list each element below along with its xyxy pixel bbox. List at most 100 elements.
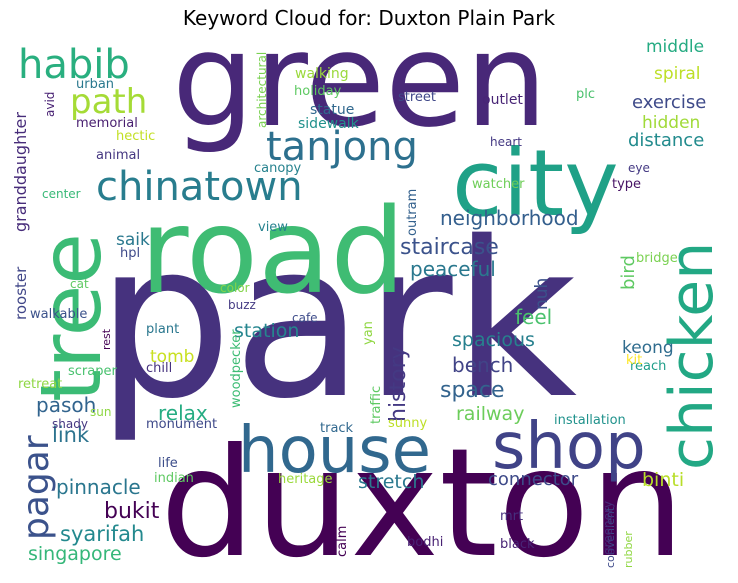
keyword-duxton: duxton xyxy=(160,417,685,575)
keyword-spacious: spacious xyxy=(452,329,535,351)
keyword-bodhi: bodhi xyxy=(407,535,443,550)
keyword-connector: connector xyxy=(488,469,579,490)
keyword-yan: yan xyxy=(361,321,376,345)
keyword-bukit: bukit xyxy=(104,499,160,524)
keyword-urban: urban xyxy=(76,77,114,92)
keyword-life: life xyxy=(158,456,178,471)
keyword-heritage: heritage xyxy=(278,472,333,487)
keyword-keong: keong xyxy=(622,338,674,358)
keyword-bird: bird xyxy=(618,255,639,290)
keyword-space: space xyxy=(440,378,505,403)
keyword-neighborhood: neighborhood xyxy=(440,206,579,230)
keyword-outlet: outlet xyxy=(482,92,523,108)
keyword-exercise: exercise xyxy=(632,92,706,113)
keyword-path: path xyxy=(70,82,147,122)
keyword-syarifah: syarifah xyxy=(60,522,144,546)
keyword-scraper: scraper xyxy=(68,364,117,379)
keyword-traffic: traffic xyxy=(369,386,384,424)
keyword-park: park xyxy=(96,195,577,446)
keyword-distance: distance xyxy=(628,130,704,151)
keyword-architectural: architectural xyxy=(255,52,269,128)
keyword-shop: shop xyxy=(492,410,646,484)
keyword-eye: eye xyxy=(628,161,650,175)
keyword-stretch: stretch xyxy=(358,471,424,493)
keyword-watcher: watcher xyxy=(472,177,525,192)
keyword-woodpecker: woodpecker xyxy=(229,329,244,408)
keyword-feel: feel xyxy=(515,305,552,329)
keyword-kit: kit xyxy=(626,353,642,368)
keyword-pasoh: pasoh xyxy=(36,393,96,417)
keyword-link: link xyxy=(52,423,90,447)
keyword-peaceful: peaceful xyxy=(410,257,496,281)
keyword-plc: plc xyxy=(576,87,595,102)
keyword-plant: plant xyxy=(146,322,179,337)
keyword-installation: installation xyxy=(554,413,626,428)
keyword-bridge: bridge xyxy=(636,251,678,266)
word-cloud: park duxton green road city tree house shop chic… xyxy=(10,35,730,575)
keyword-saik: saik xyxy=(116,230,150,250)
keyword-memorial: memorial xyxy=(76,116,138,131)
keyword-nuh: nuh xyxy=(532,278,552,310)
keyword-outram: outram xyxy=(405,189,420,236)
keyword-granddaughter: granddaughter xyxy=(11,112,30,232)
keyword-monument: monument xyxy=(146,417,217,432)
keyword-cafe: cafe xyxy=(292,311,318,325)
keyword-rubber: rubber xyxy=(622,531,635,568)
keyword-singapore: singapore xyxy=(28,543,122,565)
keyword-tomb: tomb xyxy=(150,347,194,367)
keyword-view: view xyxy=(258,220,288,235)
keyword-holiday: holiday xyxy=(294,84,342,99)
keyword-buzz: buzz xyxy=(228,298,256,312)
keyword-sunny: sunny xyxy=(388,416,427,431)
keyword-tanjong: tanjong xyxy=(266,124,418,170)
keyword-heart: heart xyxy=(490,135,522,149)
keyword-street: street xyxy=(398,90,436,105)
keyword-staircase: staircase xyxy=(400,235,499,260)
keyword-pinnacle: pinnacle xyxy=(56,475,141,499)
keyword-chill: chill xyxy=(146,361,172,376)
keyword-cat: cat xyxy=(70,277,89,291)
keyword-shady: shady xyxy=(52,417,88,431)
keyword-black: black xyxy=(500,537,535,552)
keyword-indian: indian xyxy=(154,471,194,486)
keyword-city: city xyxy=(452,130,619,237)
keyword-pagar: pagar xyxy=(16,435,57,540)
keyword-bench: bench xyxy=(452,353,513,377)
keyword-house: house xyxy=(238,414,431,488)
keyword-sidewalk: sidewalk xyxy=(298,116,360,132)
keyword-hpl: hpl xyxy=(120,246,140,261)
keyword-animal: animal xyxy=(96,148,140,163)
chart-title: Keyword Cloud for: Duxton Plain Park xyxy=(182,6,556,30)
keyword-hectic: hectic xyxy=(116,129,155,144)
keyword-avid: avid xyxy=(43,92,57,117)
keyword-rooster: rooster xyxy=(12,266,30,320)
keyword-history: history xyxy=(386,346,411,422)
keyword-tree: tree xyxy=(22,233,120,402)
keyword-station: station xyxy=(234,320,299,342)
keyword-spiral: spiral xyxy=(654,64,701,84)
keyword-type: type xyxy=(612,177,641,192)
keyword-railway: railway xyxy=(456,403,524,425)
keyword-chicken: chicken xyxy=(657,242,727,470)
keyword-reach: reach xyxy=(630,359,666,374)
keyword-mrt: mrt xyxy=(500,509,523,524)
keyword-green: green xyxy=(172,35,547,156)
keyword-track: track xyxy=(320,421,354,436)
keyword-calm: calm xyxy=(335,526,350,557)
keyword-retreat: retreat xyxy=(18,377,62,392)
keyword-chinatown: chinatown xyxy=(96,164,303,210)
keyword-habib: habib xyxy=(18,42,130,88)
keyword-greenery: greenery xyxy=(601,501,615,555)
keyword-road: road xyxy=(140,182,405,320)
keyword-hidden: hidden xyxy=(642,113,700,133)
keyword-sun: sun xyxy=(90,405,111,419)
keyword-center: center xyxy=(42,187,81,201)
keyword-rest: rest xyxy=(100,328,113,350)
keyword-color: color xyxy=(220,281,250,295)
keyword-walking: walking xyxy=(295,66,349,82)
keyword-walkable: walkable xyxy=(30,307,87,322)
keyword-canopy: canopy xyxy=(254,161,302,176)
keyword-convenient: convenient xyxy=(604,506,617,568)
